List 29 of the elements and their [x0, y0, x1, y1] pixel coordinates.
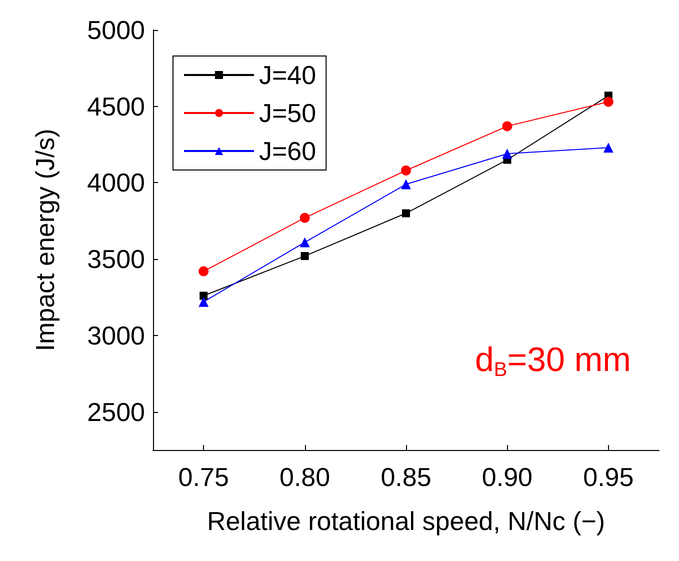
x-tick-label: 0.75: [178, 462, 229, 492]
point: [502, 148, 512, 159]
point: [402, 209, 410, 218]
y-tick-label: 5000: [87, 15, 145, 45]
y-tick-label: 4500: [87, 91, 145, 122]
y-tick-label: 4000: [87, 168, 145, 198]
point: [198, 266, 209, 276]
point: [401, 179, 411, 190]
x-tick-label: 0.85: [380, 462, 432, 492]
legend-label: J=50: [259, 98, 316, 128]
point: [300, 237, 310, 248]
legend-label: J=60: [259, 136, 316, 166]
point: [603, 142, 614, 153]
point: [502, 121, 512, 132]
point: [300, 212, 310, 223]
y-axis-title: Impact energy (J/s): [30, 128, 60, 352]
y-tick-label: 2500: [87, 396, 145, 427]
y-tick-label: 3500: [87, 244, 145, 274]
x-tick-label: 0.95: [583, 462, 634, 492]
point: [603, 96, 614, 107]
point: [401, 166, 411, 176]
y-tick-label: 3000: [87, 320, 145, 350]
legend-label: J=40: [259, 60, 316, 90]
x-tick-label: 0.80: [279, 462, 330, 492]
point: [200, 292, 208, 300]
x-axis-title: Relative rotational speed, N/Nc (−): [206, 506, 606, 536]
point: [198, 296, 209, 307]
x-tick-label: 0.90: [482, 462, 533, 492]
point: [300, 252, 309, 260]
